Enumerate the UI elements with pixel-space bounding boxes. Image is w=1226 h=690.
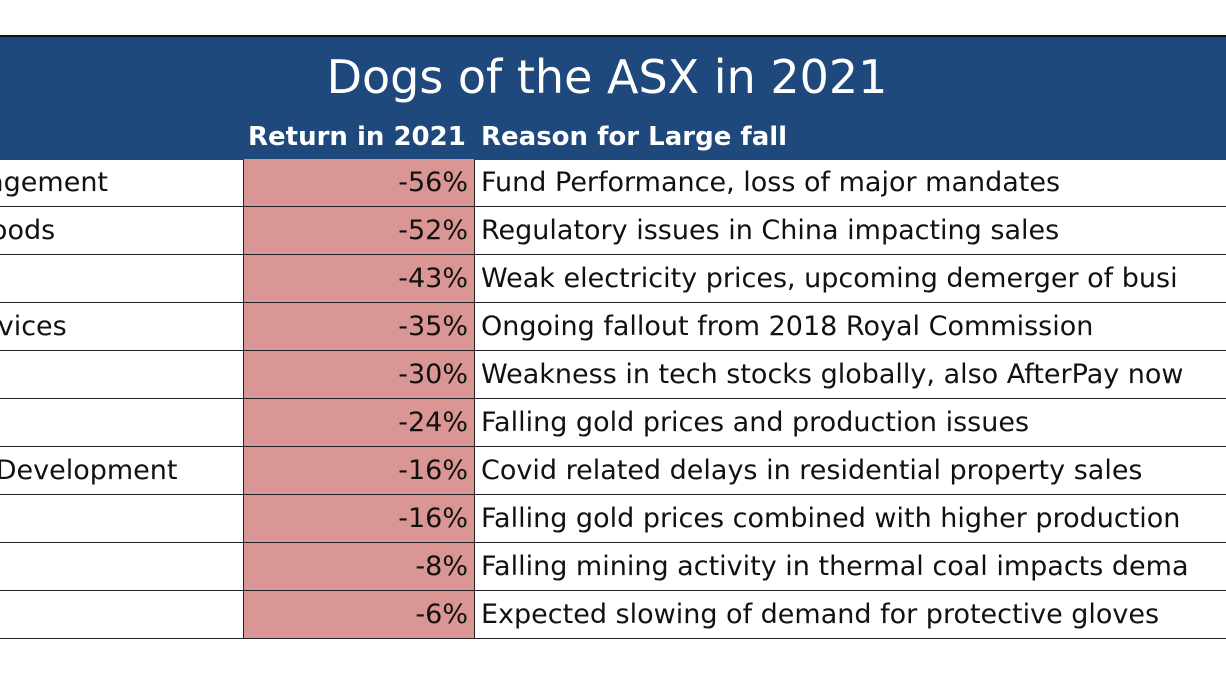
data-table: nagement -56%Fund Performance, loss of ma… (0, 159, 1226, 639)
sector-cell[interactable] (0, 399, 243, 446)
sector-cell[interactable] (0, 255, 243, 302)
sector-cell[interactable] (0, 351, 243, 398)
table-row: nagement -56%Fund Performance, loss of ma… (0, 159, 1226, 207)
return-cell[interactable]: -16% (243, 495, 475, 542)
return-cell[interactable]: -30% (243, 351, 475, 398)
return-cell[interactable]: -8% (243, 543, 475, 590)
reason-cell[interactable]: Weakness in tech stocks globally, also A… (481, 359, 1184, 390)
table-title: Dogs of the ASX in 2021 (326, 50, 888, 104)
reason-cell[interactable]: Regulatory issues in China impacting sal… (481, 215, 1060, 246)
reason-cell[interactable]: Expected slowing of demand for protectiv… (481, 599, 1160, 630)
sector-cell[interactable]: e (0, 591, 243, 638)
return-cell[interactable]: -24% (243, 399, 475, 446)
return-cell[interactable]: -52% (243, 207, 475, 254)
reason-cell[interactable]: Ongoing fallout from 2018 Royal Commissi… (481, 311, 1094, 342)
reason-cell[interactable]: Fund Performance, loss of major mandates (481, 167, 1061, 198)
sector-cell[interactable]: d Development (0, 455, 178, 486)
reason-cell[interactable]: Falling mining activity in thermal coal … (481, 551, 1189, 582)
table-row: d Development -16%Covid related delays in… (0, 447, 1226, 495)
return-cell[interactable]: -43% (243, 255, 475, 302)
reason-cell[interactable]: Falling gold prices and production issue… (481, 407, 1030, 438)
sector-cell[interactable]: ervices (0, 311, 67, 342)
return-cell[interactable]: -56% (243, 159, 475, 206)
reason-cell[interactable]: Weak electricity prices, upcoming demerg… (481, 263, 1178, 294)
table-row: -30% Weakness in tech stocks globally, al… (0, 351, 1226, 399)
table-row: e-6%Expected slowing of demand for prote… (0, 591, 1226, 639)
table-row: -24% Falling gold prices and production i… (0, 399, 1226, 447)
column-header-return[interactable]: Return in 2021 (248, 122, 466, 152)
table-row: -8% Falling mining activity in thermal co… (0, 543, 1226, 591)
reason-cell[interactable]: Covid related delays in residential prop… (481, 455, 1143, 486)
table-row: Goods -52%Regulatory issues in China impa… (0, 207, 1226, 255)
return-cell[interactable]: -6% (243, 591, 475, 638)
sector-cell[interactable] (0, 495, 243, 542)
sector-cell[interactable]: Goods (0, 215, 56, 246)
table-header: Dogs of the ASX in 2021 Return in 2021 R… (0, 35, 1226, 160)
return-cell[interactable]: -35% (243, 303, 475, 350)
table-row: -16% Falling gold prices combined with hi… (0, 495, 1226, 543)
sector-cell[interactable] (0, 543, 243, 590)
return-cell[interactable]: -16% (243, 447, 475, 494)
sector-cell[interactable]: nagement (0, 167, 109, 198)
column-header-reason[interactable]: Reason for Large fall (481, 122, 788, 152)
table-row: ervices -35%Ongoing fallout from 2018 Roy… (0, 303, 1226, 351)
table-row: -43% Weak electricity prices, upcoming de… (0, 255, 1226, 303)
reason-cell[interactable]: Falling gold prices combined with higher… (481, 503, 1181, 534)
